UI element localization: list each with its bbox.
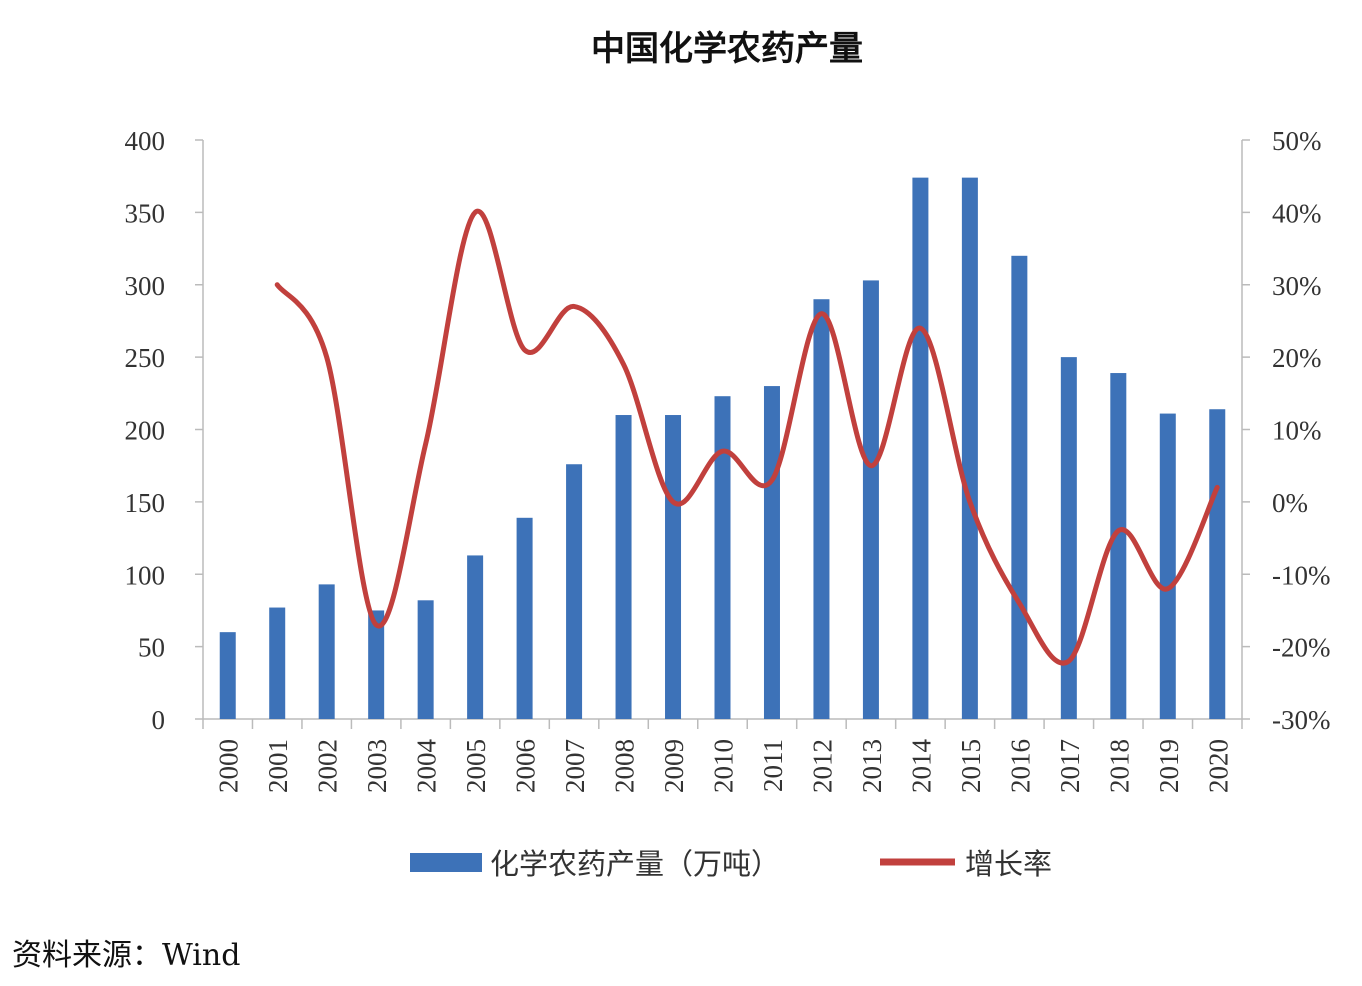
bar-2018 <box>1110 373 1127 719</box>
x-tick-label: 2018 <box>1104 739 1134 793</box>
right-tick-label: -10% <box>1272 560 1330 590</box>
legend-bar-swatch <box>410 853 482 872</box>
x-tick-label: 2020 <box>1203 739 1233 793</box>
bar-series <box>219 177 1226 720</box>
bar-2004 <box>417 600 434 719</box>
x-tick-label: 2008 <box>610 739 640 793</box>
bar-2009 <box>665 415 682 719</box>
left-tick-label: 200 <box>125 416 166 446</box>
bar-2001 <box>269 607 286 719</box>
bar-2015 <box>961 177 978 719</box>
right-tick-label: 40% <box>1272 198 1322 228</box>
x-tick-label: 2006 <box>511 739 541 793</box>
x-tick-label: 2012 <box>807 739 837 793</box>
right-tick-label: 10% <box>1272 416 1322 446</box>
bar-2016 <box>1011 255 1028 720</box>
line-series <box>274 208 1220 666</box>
x-tick-label: 2014 <box>906 739 936 794</box>
left-tick-label: 0 <box>152 705 166 735</box>
x-tick-label: 2004 <box>412 739 442 794</box>
bar-2019 <box>1159 413 1176 719</box>
x-tick-label: 2019 <box>1154 739 1184 793</box>
x-tick-label: 2005 <box>461 739 491 793</box>
bar-2017 <box>1060 357 1077 719</box>
bar-2002 <box>318 584 335 719</box>
bar-2012 <box>813 299 830 719</box>
bar-2020 <box>1209 409 1226 719</box>
x-tick-label: 2001 <box>263 739 293 793</box>
x-tick-label: 2013 <box>857 739 887 793</box>
left-tick-label: 100 <box>125 560 166 590</box>
left-tick-label: 50 <box>138 633 165 663</box>
bar-2007 <box>566 464 583 719</box>
x-tick-label: 2015 <box>956 739 986 793</box>
left-tick-label: 250 <box>125 343 166 373</box>
bar-2006 <box>516 517 533 719</box>
right-tick-label: 30% <box>1272 271 1322 301</box>
left-tick-label: 400 <box>125 126 166 156</box>
legend-line-label: 增长率 <box>965 847 1052 881</box>
bar-2000 <box>219 632 236 719</box>
bar-2010 <box>714 396 731 719</box>
left-tick-label: 350 <box>125 198 166 228</box>
x-tick-label: 2003 <box>362 739 392 793</box>
x-tick-label: 2017 <box>1055 739 1085 793</box>
x-tick-label: 2000 <box>214 739 244 793</box>
bar-2014 <box>912 177 929 719</box>
right-tick-label: 0% <box>1272 488 1308 518</box>
left-tick-label: 150 <box>125 488 166 518</box>
growth-rate-line <box>274 208 1220 666</box>
bar-2011 <box>763 386 780 719</box>
axes: 0 50 100 150 200 250 300 350 400 -30% -20% -10% 0% 10… <box>125 126 1331 793</box>
bar-2005 <box>467 555 484 719</box>
right-tick-label: -30% <box>1272 705 1330 735</box>
left-tick-label: 300 <box>125 271 166 301</box>
legend: 化学农药产量（万吨） 增长率 <box>410 847 1052 881</box>
bar-2003 <box>368 610 385 719</box>
chart-title: 中国化学农药产量 <box>591 29 863 69</box>
x-tick-label: 2007 <box>560 739 590 793</box>
bar-2008 <box>615 415 632 719</box>
right-tick-label: -20% <box>1272 633 1330 663</box>
source-note: 资料来源：Wind <box>12 938 241 973</box>
legend-bar-label: 化学农药产量（万吨） <box>490 847 780 881</box>
x-tick-label: 2011 <box>758 739 788 792</box>
bar-2013 <box>862 280 879 719</box>
x-tick-label: 2009 <box>659 739 689 793</box>
right-tick-label: 20% <box>1272 343 1322 373</box>
x-tick-label: 2002 <box>313 739 343 793</box>
right-tick-label: 50% <box>1272 126 1322 156</box>
x-tick-label: 2010 <box>709 739 739 793</box>
x-tick-label: 2016 <box>1005 739 1035 793</box>
chart: 中国化学农药产量 0 50 100 150 200 250 300 350 400 -30% -20… <box>125 29 1331 881</box>
